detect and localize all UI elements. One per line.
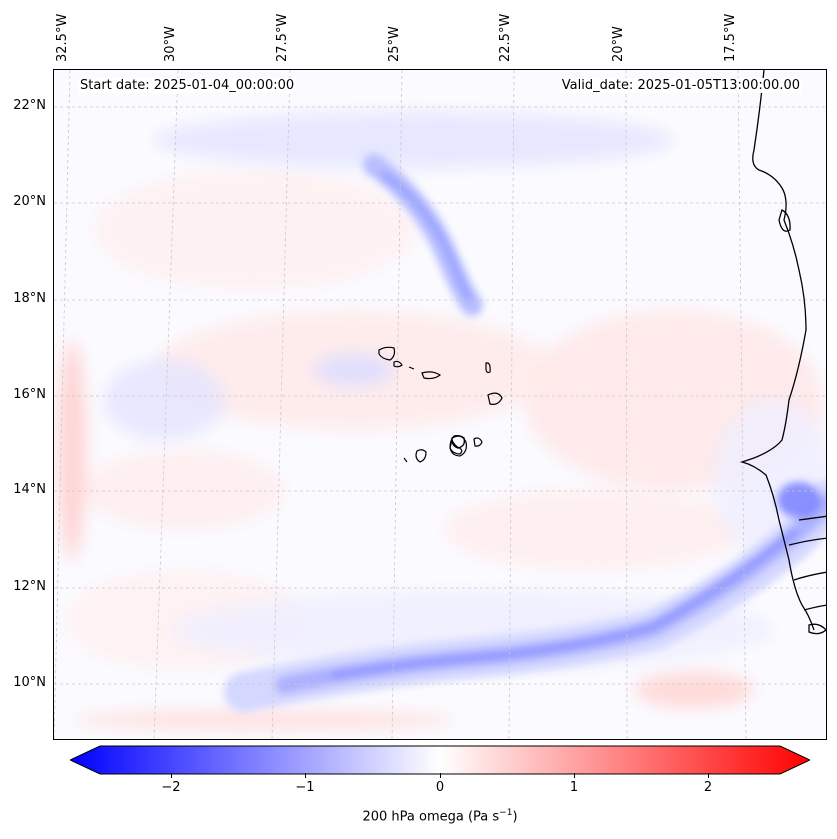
streak-north: [363, 154, 483, 316]
lon-label-22.5W: 22.5°W: [498, 13, 513, 62]
omega-field-map: [54, 70, 826, 739]
colorbar-tick--1: −1: [295, 780, 315, 795]
lat-label-18N: 18°N: [13, 291, 46, 306]
colorbar-tickmark--2: [171, 773, 172, 778]
colorbar: [68, 745, 812, 775]
map-plot-area[interactable]: Start date: 2025-01-04_00:00:00 Valid_da…: [53, 69, 827, 740]
lon-label-20W: 20°W: [611, 26, 626, 62]
lon-label-30W: 30°W: [163, 26, 178, 62]
lat-label-22N: 22°N: [13, 98, 46, 113]
colorbar-tick-1: 1: [569, 780, 579, 795]
lon-label-27.5W: 27.5°W: [275, 13, 290, 62]
streak-south: [224, 480, 826, 712]
colorbar-tickmark-1: [574, 773, 575, 778]
lat-label-20N: 20°N: [13, 194, 46, 209]
colorbar-tick--2: −2: [161, 780, 181, 795]
lon-label-17.5W: 17.5°W: [723, 13, 738, 62]
colorbar-label: 200 hPa omega (Pa s−1): [362, 808, 518, 825]
coastline: [739, 70, 826, 635]
cape-verde-islands: [378, 346, 503, 463]
colorbar-gradient: [68, 745, 812, 775]
colorbar-tickmark-2: [708, 773, 709, 778]
valid-date-label: Valid_date: 2025-01-05T13:00:00.00: [559, 78, 802, 93]
lon-label-32.5W: 32.5°W: [55, 13, 70, 62]
lat-label-14N: 14°N: [13, 482, 46, 497]
colorbar-tickmark--1: [305, 773, 306, 778]
colorbar-tick-2: 2: [703, 780, 713, 795]
colorbar-tick-0: 0: [435, 780, 445, 795]
start-date-label: Start date: 2025-01-04_00:00:00: [78, 78, 297, 93]
lon-label-25W: 25°W: [387, 26, 402, 62]
lat-label-10N: 10°N: [13, 675, 46, 690]
graticule: [54, 70, 826, 739]
lat-label-16N: 16°N: [13, 387, 46, 402]
lat-label-12N: 12°N: [13, 579, 46, 594]
colorbar-tickmark-0: [440, 773, 441, 778]
